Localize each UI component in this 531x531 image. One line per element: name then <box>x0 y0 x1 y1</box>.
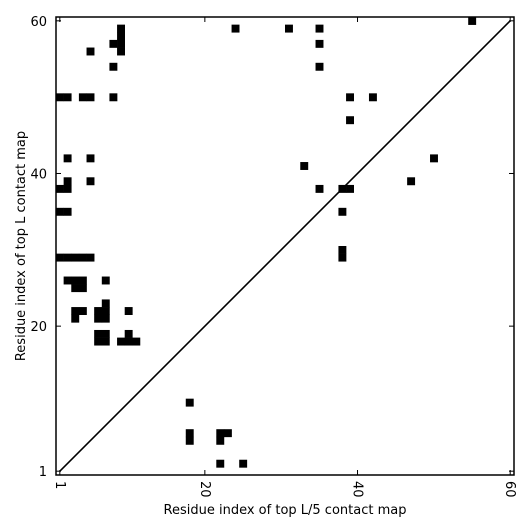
contact-cell-top-l5 <box>216 429 225 438</box>
contact-cell-top-l <box>94 307 103 315</box>
contact-cell-top-l <box>56 184 64 193</box>
contact-cell-top-l <box>117 337 125 346</box>
plot-frame <box>55 16 515 476</box>
contact-cell-top-l <box>468 17 477 25</box>
contact-cell-top-l <box>346 184 354 193</box>
contact-cell-top-l <box>63 93 72 102</box>
contact-cell-top-l <box>117 32 125 41</box>
contact-cell-top-l <box>86 253 95 262</box>
contact-cell-top-l5 <box>239 459 248 468</box>
contact-cell-top-l <box>231 24 240 33</box>
contact-cell-top-l <box>117 39 125 48</box>
contact-cell-top-l5 <box>223 429 232 438</box>
contact-cell-top-l <box>338 253 347 262</box>
contact-cell-top-l <box>71 276 80 285</box>
contact-cell-top-l <box>101 314 110 323</box>
contact-cell-top-l <box>117 47 125 56</box>
contact-cell-top-l <box>132 337 141 346</box>
y-tick-label: 20 <box>30 320 47 335</box>
contact-cell-top-l <box>124 337 133 346</box>
contact-cell-top-l <box>63 207 72 216</box>
contact-cell-top-l <box>300 162 309 170</box>
contact-cell-top-l <box>346 93 354 102</box>
contact-cell-top-l <box>338 246 347 254</box>
y-tick-label: 60 <box>30 15 47 30</box>
contact-cell-top-l <box>101 337 110 346</box>
contact-cell-top-l <box>407 177 416 186</box>
x-tick-label: 60 <box>502 481 517 498</box>
contact-cell-top-l <box>86 154 95 163</box>
y-axis-title: Residue index of top L contact map <box>14 131 29 361</box>
contact-cell-top-l <box>101 307 110 315</box>
contact-cell-top-l <box>63 184 72 193</box>
contact-cell-top-l <box>315 39 324 48</box>
contact-cell-top-l <box>315 62 324 71</box>
contact-cell-top-l <box>109 39 118 48</box>
contact-cell-top-l <box>78 284 87 293</box>
contact-cell-top-l <box>63 177 72 186</box>
contact-cell-top-l <box>315 24 324 33</box>
contact-cell-top-l <box>78 307 87 315</box>
contact-cell-top-l <box>346 116 354 125</box>
contact-cell-top-l <box>63 276 72 285</box>
contact-cell-top-l5 <box>185 436 194 445</box>
contact-cell-top-l <box>78 93 87 102</box>
contact-cell-top-l <box>86 47 95 56</box>
contact-cell-top-l5 <box>185 398 194 407</box>
contact-cell-top-l <box>368 93 377 102</box>
contact-cell-top-l <box>94 329 103 338</box>
diagonal-line <box>59 20 511 472</box>
contact-cell-top-l <box>109 93 118 102</box>
contact-cell-top-l <box>109 62 118 71</box>
contact-cell-top-l <box>86 93 95 102</box>
contact-cell-top-l <box>338 207 347 216</box>
x-tick-label: 40 <box>350 481 365 498</box>
contact-cell-top-l <box>101 299 110 308</box>
contact-cell-top-l <box>71 314 80 323</box>
axis-ticks: 1 20 40 60 1 20 40 60 <box>30 15 517 498</box>
contact-cell-top-l <box>94 314 103 323</box>
contact-cell-top-l5 <box>185 429 194 438</box>
contact-cell-top-l <box>315 184 324 193</box>
contact-cell-top-l <box>56 93 64 102</box>
contact-cells <box>56 17 477 468</box>
contact-cell-top-l <box>117 24 125 33</box>
contact-cell-top-l <box>101 329 110 338</box>
x-axis-title: Residue index of top L/5 contact map <box>164 503 407 518</box>
y-tick-label: 40 <box>30 167 47 182</box>
y-tick-label: 1 <box>39 465 47 480</box>
contact-cell-top-l <box>71 307 80 315</box>
contact-cell-top-l <box>124 329 133 338</box>
contact-cell-top-l <box>78 276 87 285</box>
contact-cell-top-l5 <box>216 436 225 445</box>
x-tick-label: 1 <box>52 481 67 489</box>
contact-cell-top-l <box>78 253 87 262</box>
contact-cell-top-l <box>86 177 95 186</box>
contact-cell-top-l <box>285 24 293 33</box>
contact-cell-top-l <box>56 207 64 216</box>
contact-cell-top-l <box>71 284 80 293</box>
contact-cell-top-l <box>56 253 64 262</box>
contact-cell-top-l <box>94 337 103 346</box>
contact-cell-top-l <box>63 253 72 262</box>
contact-cell-top-l <box>63 154 72 163</box>
contact-cell-top-l <box>124 307 133 315</box>
contact-cell-top-l <box>430 154 438 163</box>
contact-cell-top-l <box>101 276 110 285</box>
contact-cell-top-l <box>71 253 80 262</box>
contact-cell-top-l5 <box>216 459 225 468</box>
x-tick-label: 20 <box>197 481 212 498</box>
